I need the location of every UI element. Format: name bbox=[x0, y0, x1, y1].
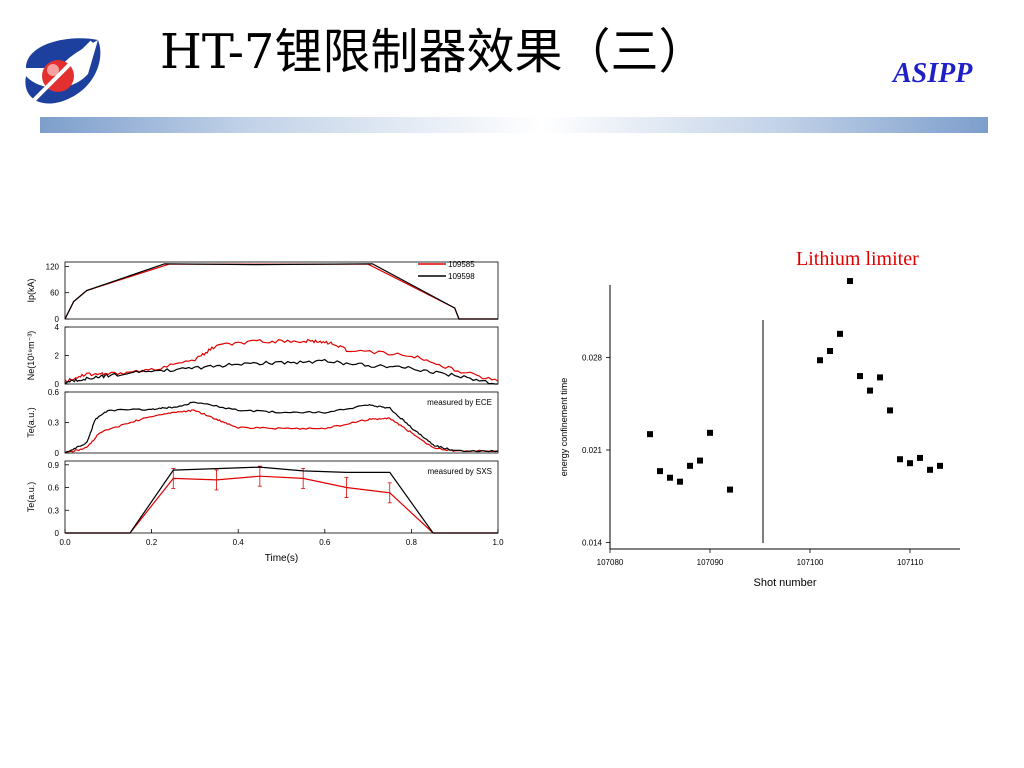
y-tick-label: 0.014 bbox=[582, 538, 603, 547]
data-point bbox=[857, 373, 863, 380]
x-tick-label: 107110 bbox=[897, 558, 924, 567]
institute-logo bbox=[25, 38, 101, 106]
y-tick-label: 0.028 bbox=[582, 354, 603, 363]
y-tick-label: 60 bbox=[50, 289, 59, 298]
data-point bbox=[667, 474, 673, 481]
data-point bbox=[937, 462, 943, 469]
y-axis-label: energy confinement time bbox=[559, 378, 569, 477]
data-point bbox=[687, 462, 693, 469]
organization-label: ASIPP bbox=[893, 58, 973, 89]
y-tick-label: 0.021 bbox=[582, 446, 603, 455]
legend-label: 109585 bbox=[448, 260, 475, 269]
y-tick-label: 0.9 bbox=[48, 461, 60, 470]
panel-frame-1 bbox=[64, 326, 499, 385]
y-axis-label: Ip(kA) bbox=[26, 278, 36, 302]
logo-highlight-icon bbox=[47, 64, 59, 76]
series-line-109585 bbox=[65, 475, 498, 534]
y-tick-label: 0.3 bbox=[48, 419, 60, 428]
y-tick-label: 120 bbox=[46, 262, 60, 271]
data-point bbox=[677, 478, 683, 485]
logo-blue-swirl-icon bbox=[26, 38, 98, 68]
confinement-scatter-chart: 0.014 0.021 0.028 107080 107090 107100 107110 S… bbox=[559, 278, 960, 589]
panel-annotation: measured by SXS bbox=[428, 467, 492, 476]
y-tick-label: 0.6 bbox=[48, 388, 60, 397]
data-point bbox=[927, 466, 933, 473]
x-tick-label: 1.0 bbox=[492, 538, 504, 547]
data-point bbox=[827, 348, 833, 354]
logo-slash-icon bbox=[28, 40, 94, 106]
data-point bbox=[697, 457, 703, 464]
data-point bbox=[837, 330, 843, 337]
series-line-109585 bbox=[64, 338, 499, 383]
data-point bbox=[917, 454, 923, 461]
y-tick-label: 4 bbox=[55, 323, 60, 332]
title-underline-bar bbox=[40, 117, 988, 133]
y-axis-label: Ne(10¹⁹m⁻³) bbox=[26, 331, 36, 381]
data-point bbox=[847, 278, 853, 285]
x-tick-label: 0.2 bbox=[146, 538, 158, 547]
x-tick-label: 107090 bbox=[697, 558, 724, 567]
panel-annotation: measured by ECE bbox=[427, 398, 492, 407]
lithium-limiter-label: Lithium limiter bbox=[796, 248, 919, 270]
series-line-109598 bbox=[64, 401, 499, 454]
series-line-109585 bbox=[64, 409, 499, 454]
x-tick-label: 0.4 bbox=[233, 538, 245, 547]
x-tick-label: 107080 bbox=[597, 558, 624, 567]
y-axis-label: Te(a.u.) bbox=[26, 407, 36, 438]
data-point bbox=[867, 387, 873, 394]
y-tick-label: 0 bbox=[55, 315, 60, 324]
y-axis-label: Te(a.u.) bbox=[26, 482, 36, 513]
x-tick-label: 0.6 bbox=[319, 538, 331, 547]
x-axis-label: Time(s) bbox=[265, 553, 299, 564]
time-trace-chart: 060120Ip(kA)109585109598024Ne(10¹⁹m⁻³)00… bbox=[26, 260, 504, 564]
panel-frame-3 bbox=[64, 460, 499, 534]
series-line-109585 bbox=[64, 263, 498, 320]
x-tick-label: 0.0 bbox=[59, 538, 71, 547]
data-point bbox=[707, 429, 713, 436]
data-point bbox=[647, 431, 653, 438]
data-point bbox=[657, 468, 663, 475]
y-tick-label: 0.3 bbox=[48, 506, 60, 515]
y-tick-label: 0 bbox=[55, 449, 60, 458]
data-point bbox=[727, 486, 733, 493]
data-point bbox=[907, 460, 913, 467]
x-tick-label: 0.8 bbox=[406, 538, 418, 547]
y-tick-label: 2 bbox=[55, 352, 60, 361]
x-axis-label: Shot number bbox=[754, 577, 817, 589]
x-tick-label: 107100 bbox=[797, 558, 824, 567]
data-point bbox=[877, 374, 883, 381]
legend-label: 109598 bbox=[448, 272, 475, 281]
slide-title: HT-7锂限制器效果（三） bbox=[160, 24, 707, 80]
series-line-109598 bbox=[64, 263, 498, 320]
data-point bbox=[887, 407, 893, 414]
series-line-109598 bbox=[64, 358, 498, 385]
series-line-109598 bbox=[65, 466, 498, 534]
y-tick-label: 0 bbox=[55, 529, 60, 538]
y-tick-label: 0.6 bbox=[48, 484, 60, 493]
y-tick-label: 0 bbox=[55, 380, 60, 389]
data-point bbox=[897, 456, 903, 463]
panel-frame-0 bbox=[64, 261, 499, 320]
data-point bbox=[817, 357, 823, 364]
